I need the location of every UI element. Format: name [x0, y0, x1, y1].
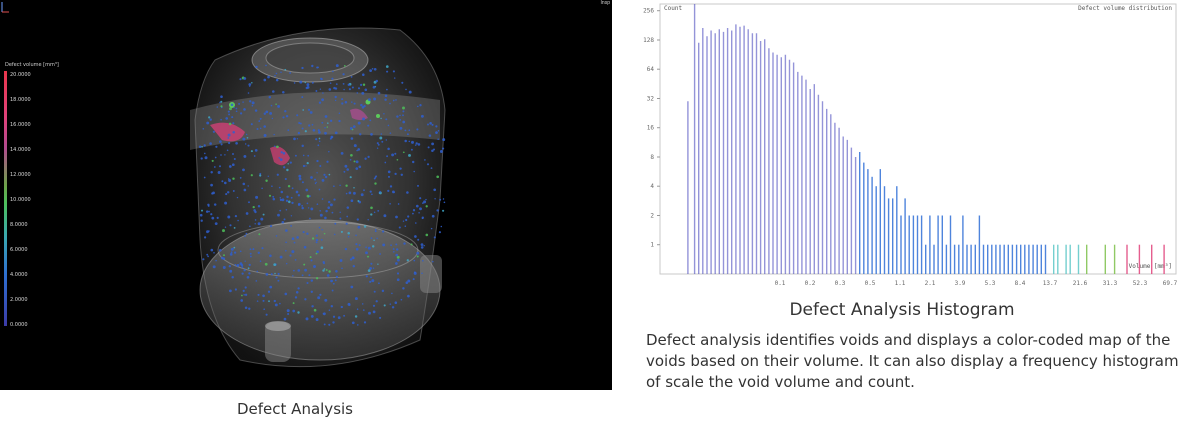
y-tick-label: 16 [647, 125, 655, 132]
color-scale-tick: 4.0000 [10, 272, 28, 278]
x-tick-label: 13.7 [1043, 280, 1058, 287]
ct-part-render [190, 27, 446, 368]
x-tick-label: 2.1 [925, 280, 936, 287]
x-tick-label: 0.5 [865, 280, 876, 287]
x-tick-label: 69.7 [1163, 280, 1178, 287]
y-axis-label: Count [664, 5, 682, 12]
x-tick-label: 52.3 [1133, 280, 1148, 287]
color-scale-tick: 18.0000 [10, 97, 31, 103]
color-scale-title: Defect volume [mm³] [5, 62, 59, 68]
x-tick-label: 0.1 [775, 280, 786, 287]
color-scale-tick: 14.0000 [10, 147, 31, 153]
defect-analysis-caption: Defect Analysis [237, 400, 353, 418]
color-scale-tick: 2.0000 [10, 297, 28, 303]
y-tick-label: 1 [650, 242, 654, 249]
x-tick-label: 8.4 [1015, 280, 1026, 287]
color-scale-tick: 10.0000 [10, 197, 31, 203]
y-tick-label: 64 [647, 66, 655, 73]
y-tick-label: 2 [650, 213, 654, 220]
color-scale-bar [4, 71, 7, 326]
x-tick-label: 21.6 [1073, 280, 1088, 287]
viewport-corner-label: Insp [600, 0, 610, 6]
x-axis-label: Volume [mm³] [1129, 263, 1172, 270]
color-scale-tick: 6.0000 [10, 247, 28, 253]
x-tick-label: 31.3 [1103, 280, 1118, 287]
color-scale-tick: 8.0000 [10, 222, 28, 228]
defect-analysis-description: Defect analysis identifies voids and dis… [646, 331, 1179, 391]
chart-title: Defect volume distribution [1078, 5, 1172, 12]
color-scale-tick: 20.0000 [10, 72, 31, 78]
x-tick-label: 5.3 [985, 280, 996, 287]
y-tick-label: 4 [650, 183, 654, 190]
x-tick-label: 0.2 [805, 280, 816, 287]
color-scale-tick: 0.0000 [10, 322, 28, 328]
defect-3d-viewport[interactable]: Insp Defect volume [mm³] 20.0000 18.0000 1… [0, 0, 612, 390]
y-tick-label: 256 [643, 8, 654, 15]
y-tick-label: 8 [650, 154, 654, 161]
defect-voids-scatter [198, 64, 446, 326]
histogram-caption-title: Defect Analysis Histogram [789, 300, 1015, 320]
defect-cluster-pink [210, 108, 368, 166]
x-tick-label: 1.1 [895, 280, 906, 287]
axis-triad-icon [1, 2, 9, 13]
defect-volume-histogram: Defect volume distribution Count Volume … [622, 0, 1182, 292]
color-scale-tick: 16.0000 [10, 122, 31, 128]
color-scale-tick: 12.0000 [10, 172, 31, 178]
x-tick-label: 3.9 [955, 280, 966, 287]
y-tick-label: 32 [647, 96, 655, 103]
x-tick-label: 0.3 [835, 280, 846, 287]
y-tick-label: 128 [643, 37, 654, 44]
